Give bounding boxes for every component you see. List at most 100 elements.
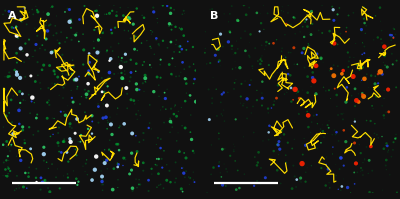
Point [94, 58, 100, 61]
Point [213, 88, 220, 91]
Point [159, 166, 166, 169]
Point [255, 60, 261, 63]
Point [148, 33, 155, 36]
Point [44, 161, 50, 164]
Point [158, 138, 164, 141]
Point [104, 159, 110, 162]
Point [180, 190, 186, 193]
Point [49, 116, 56, 120]
Point [4, 50, 10, 53]
Point [9, 26, 15, 29]
Point [101, 159, 107, 162]
Point [171, 8, 177, 11]
Point [176, 150, 182, 153]
Point [8, 15, 14, 18]
Point [54, 39, 60, 42]
Point [390, 36, 396, 39]
Point [234, 47, 241, 51]
Point [100, 178, 106, 181]
Point [383, 111, 390, 114]
Point [101, 91, 107, 94]
Point [319, 31, 326, 35]
Point [187, 131, 194, 134]
Point [71, 78, 78, 81]
Point [109, 49, 116, 53]
Point [331, 129, 338, 132]
Point [385, 88, 391, 91]
Point [70, 33, 76, 36]
Point [64, 36, 70, 39]
Point [98, 169, 104, 173]
Point [125, 16, 132, 19]
Point [370, 38, 377, 41]
Point [348, 94, 355, 97]
Point [72, 148, 79, 151]
Point [46, 103, 52, 106]
Point [186, 183, 192, 186]
Point [181, 151, 187, 155]
Point [80, 63, 86, 66]
Point [10, 94, 16, 98]
Point [82, 111, 88, 114]
Point [216, 161, 222, 165]
Point [72, 182, 78, 185]
Point [291, 46, 297, 49]
Point [386, 110, 392, 113]
Point [297, 179, 303, 182]
Point [35, 28, 41, 31]
Point [237, 101, 244, 105]
Point [210, 166, 217, 169]
Point [168, 72, 174, 76]
Point [369, 104, 375, 107]
Point [136, 88, 143, 91]
Point [380, 114, 387, 117]
Point [271, 100, 278, 103]
Point [122, 73, 128, 76]
Point [335, 113, 341, 117]
Point [82, 110, 88, 114]
Point [232, 118, 239, 121]
Point [44, 117, 50, 120]
Point [108, 45, 114, 49]
Point [300, 153, 306, 156]
Point [106, 148, 112, 151]
Point [167, 180, 174, 184]
Point [381, 66, 388, 70]
Point [17, 130, 24, 133]
Point [46, 64, 53, 67]
Point [26, 93, 32, 96]
Point [151, 53, 158, 56]
Point [74, 87, 80, 91]
Point [5, 155, 11, 158]
Point [376, 86, 382, 89]
Point [362, 32, 368, 35]
Point [392, 33, 399, 36]
Point [295, 90, 301, 93]
Point [294, 178, 300, 181]
Point [144, 39, 150, 42]
Point [311, 79, 317, 82]
Point [91, 28, 98, 31]
Point [284, 141, 291, 144]
Point [133, 82, 140, 86]
Point [155, 172, 162, 175]
Point [393, 133, 399, 136]
Point [254, 11, 260, 15]
Point [104, 50, 110, 53]
Point [202, 47, 208, 50]
Point [76, 18, 83, 21]
Point [256, 30, 263, 33]
Point [291, 121, 298, 124]
Point [15, 184, 22, 187]
Point [13, 187, 20, 190]
Point [51, 69, 57, 72]
Point [282, 88, 288, 91]
Point [175, 131, 181, 135]
Point [182, 77, 188, 80]
Point [308, 103, 314, 106]
Point [318, 167, 324, 170]
Point [122, 51, 128, 54]
Point [119, 56, 125, 60]
Point [187, 94, 193, 97]
Point [232, 60, 238, 63]
